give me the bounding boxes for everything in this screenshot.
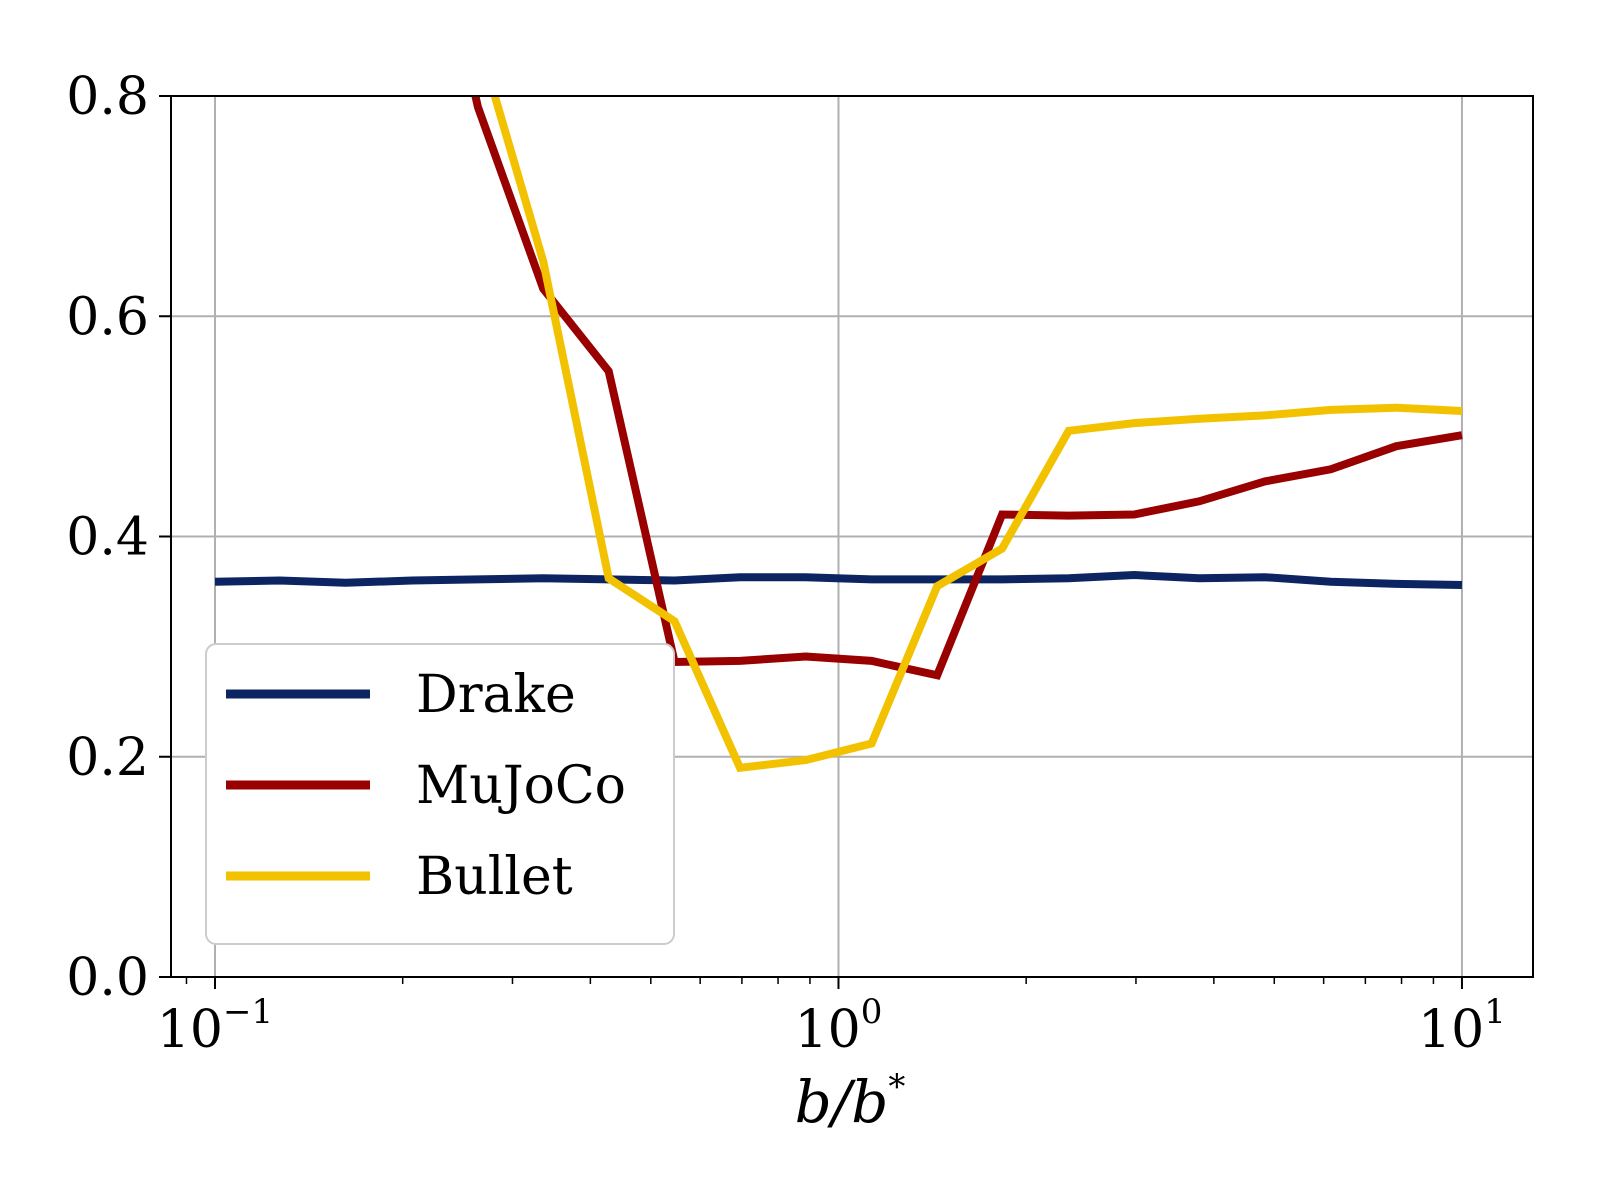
x-axis-label: b/b* [795,1067,906,1136]
series-line-mujoco [471,96,1463,680]
series-line-bullet [490,96,1463,773]
x-tick-label: 10−1 [157,992,273,1060]
legend: Drake MuJoCo Bullet [205,643,675,945]
y-tick-label: 0.8 [66,67,149,127]
legend-box [205,643,675,945]
y-tick-label: 0.0 [66,948,149,1008]
legend-label-mujoco: MuJoCo [416,756,626,816]
x-tick-label: 100 [795,992,883,1060]
y-tick-label: 0.2 [66,728,149,788]
legend-label-bullet: Bullet [416,847,573,907]
axis-ticks [159,95,1463,989]
series-line-drake [214,570,1463,589]
legend-label-drake: Drake [416,665,576,725]
series-group [214,96,1463,773]
x-tick-label: 101 [1418,992,1506,1060]
y-tick-label: 0.6 [66,287,149,347]
tick-labels: 10−1 100 101 0.0 0.2 0.4 0.6 0.8 [66,67,1506,1060]
y-tick-label: 0.4 [66,508,149,568]
